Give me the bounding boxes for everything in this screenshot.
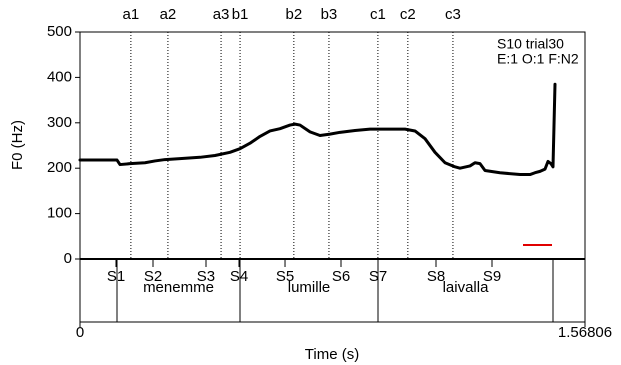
point-label: b3 (321, 6, 338, 23)
segment-label: S2 (144, 268, 162, 285)
plot-frame (79, 31, 586, 323)
word-label: laivalla (443, 279, 490, 296)
y-tick-label: 400 (47, 68, 72, 85)
y-tick-label: 500 (47, 23, 72, 40)
word-label: lumille (288, 279, 331, 296)
word-label: menemme (143, 279, 214, 296)
annotation: S10 trial30 (497, 36, 564, 52)
point-label: c3 (445, 6, 461, 23)
segment-label: S1 (107, 268, 125, 285)
point-label: b1 (232, 6, 249, 23)
x-tick-label: 0 (76, 324, 84, 341)
point-label: b2 (286, 6, 303, 23)
point-label: a3 (213, 6, 230, 23)
segment-label: S4 (230, 268, 248, 285)
segment-label: S3 (197, 268, 215, 285)
x-axis-label: Time (s) (305, 346, 359, 363)
segment-label: S5 (276, 268, 294, 285)
y-tick-label: 200 (47, 159, 72, 176)
y-tick-label: 100 (47, 205, 72, 222)
point-label: c2 (400, 6, 416, 23)
point-label: c1 (370, 6, 386, 23)
segment-label: S8 (427, 268, 445, 285)
y-tick-label: 300 (47, 114, 72, 131)
point-label: a1 (123, 6, 140, 23)
segment-label: S6 (332, 268, 350, 285)
y-axis-label: F0 (Hz) (9, 120, 26, 170)
f0-contour (78, 82, 557, 177)
segment-label: S9 (483, 268, 501, 285)
x-tick-label: 1.56806 (558, 324, 612, 341)
y-tick-label: 0 (64, 250, 72, 267)
point-label: a2 (160, 6, 177, 23)
annotation: E:1 O:1 F:N2 (497, 51, 579, 67)
